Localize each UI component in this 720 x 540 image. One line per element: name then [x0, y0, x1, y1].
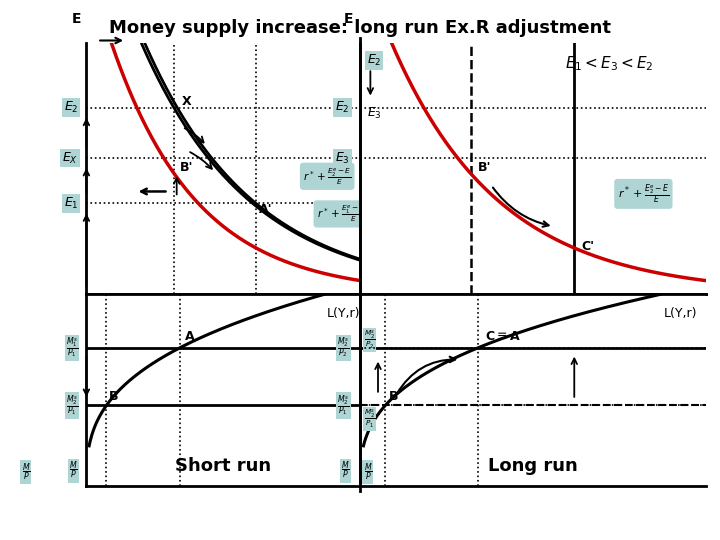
Text: $\frac{M_2^s}{P_2}$: $\frac{M_2^s}{P_2}$	[337, 336, 350, 360]
Text: $\frac{M}{P}$: $\frac{M}{P}$	[364, 461, 372, 483]
Text: B': B'	[477, 161, 491, 174]
Text: $\frac{M}{P}$: $\frac{M}{P}$	[341, 460, 350, 481]
Text: X: X	[182, 96, 192, 109]
Text: $\frac{M}{P}$: $\frac{M}{P}$	[22, 461, 30, 483]
Text: Expected returns: Expected returns	[271, 306, 366, 316]
Text: L(Y,r): L(Y,r)	[664, 307, 698, 320]
Text: $r^* + \frac{E_1^e - E}{E}$: $r^* + \frac{E_1^e - E}{E}$	[317, 204, 365, 225]
Text: $r_1$: $r_1$	[568, 299, 580, 313]
Text: Short run: Short run	[175, 457, 271, 475]
Text: A': A'	[258, 203, 272, 216]
Text: Money supply increase: long run Ex.R adjustment: Money supply increase: long run Ex.R adj…	[109, 19, 611, 37]
Text: B: B	[389, 390, 398, 403]
Text: C': C'	[581, 240, 594, 253]
Text: Expected returns: Expected returns	[606, 306, 701, 316]
Text: $E_2$: $E_2$	[63, 100, 78, 116]
Text: E: E	[71, 12, 81, 26]
Text: E: E	[343, 12, 353, 26]
Text: $r_1$: $r_1$	[250, 299, 262, 313]
Text: $E_X$: $E_X$	[62, 151, 78, 166]
Text: $E_2$: $E_2$	[335, 100, 350, 116]
Text: $\frac{M_2^s}{P_1}$: $\frac{M_2^s}{P_1}$	[66, 393, 78, 418]
Text: $r^* + \frac{E_2^e - E}{E}$: $r^* + \frac{E_2^e - E}{E}$	[618, 182, 669, 206]
Text: $\frac{M_2^s}{P_1}$: $\frac{M_2^s}{P_1}$	[364, 408, 375, 430]
Text: $E_1$: $E_1$	[63, 196, 78, 211]
Text: $E_3$: $E_3$	[367, 106, 382, 121]
Text: $\frac{M}{P}$: $\frac{M}{P}$	[69, 460, 78, 481]
Text: $r^* + \frac{E_2^e - E}{E}$: $r^* + \frac{E_2^e - E}{E}$	[303, 166, 351, 187]
Text: B': B'	[179, 161, 193, 174]
Text: C$\equiv$A: C$\equiv$A	[485, 330, 521, 343]
Text: $E_3$: $E_3$	[335, 151, 350, 166]
Text: $\frac{M_1^s}{P_1}$: $\frac{M_1^s}{P_1}$	[66, 336, 78, 360]
Text: $\frac{M_2^s}{P_1}$: $\frac{M_2^s}{P_1}$	[337, 393, 350, 418]
Text: A: A	[185, 330, 194, 343]
Text: Long run: Long run	[488, 457, 577, 475]
Text: L(Y,r): L(Y,r)	[327, 307, 361, 320]
Text: B: B	[109, 390, 119, 403]
Text: $r_2$: $r_2$	[168, 299, 180, 313]
Text: $E_1 < E_3 < E_2$: $E_1 < E_3 < E_2$	[564, 54, 653, 73]
Text: $\frac{M_2^s}{P_2}$: $\frac{M_2^s}{P_2}$	[364, 329, 375, 351]
Text: $r_2$: $r_2$	[464, 299, 477, 313]
Text: $E_2$: $E_2$	[367, 53, 382, 69]
